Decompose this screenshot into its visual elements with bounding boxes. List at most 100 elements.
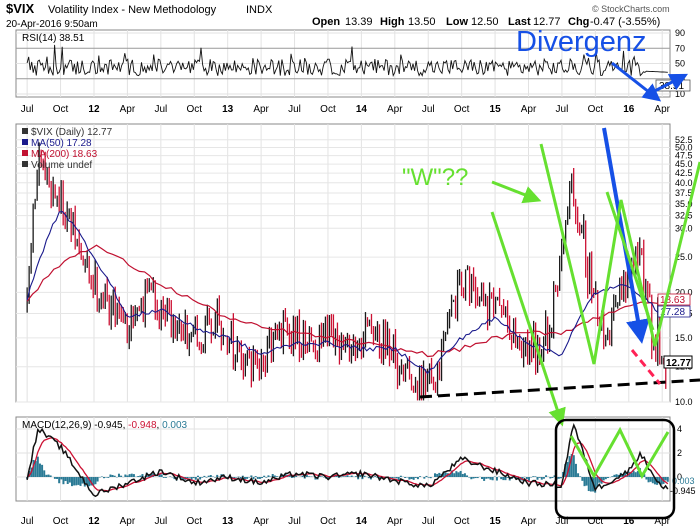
x-tick-label: Apr: [253, 516, 269, 527]
w-arrow-2: [605, 191, 655, 331]
header-last-label: Last: [508, 16, 531, 28]
x-tick-label: Apr: [521, 104, 537, 115]
x-tick-label: 12: [88, 104, 100, 115]
x-tick-label: Jul: [21, 516, 34, 527]
x-tick-label: Oct: [588, 516, 604, 527]
rsi-tick-label: 10: [675, 89, 685, 99]
macd-label-prefix: MACD(12,26,9): [22, 420, 91, 431]
x-tick-label: 16: [623, 516, 635, 527]
x-tick-label: 16: [623, 104, 635, 115]
x-tick-label: 15: [490, 104, 502, 115]
macd-panel-frame: [15, 416, 671, 502]
x-tick-label: Jul: [288, 104, 301, 115]
x-tick-label: Oct: [53, 104, 69, 115]
x-tick-label: 13: [222, 104, 234, 115]
header-chg-label: Chg: [568, 16, 589, 28]
x-tick-label: Jul: [422, 516, 435, 527]
x-tick-label: Jul: [288, 516, 301, 527]
price-tick-label: 20.0: [675, 287, 693, 297]
annotation-drawings: [419, 61, 700, 520]
red-trendline: [630, 349, 662, 385]
divergence-annotation: Divergenz: [516, 26, 647, 58]
macd-label-signal: -0.948: [128, 420, 157, 431]
ma200-badge: 18.63: [660, 295, 685, 306]
w-arrow: [491, 180, 542, 204]
header-watermark: © StockCharts.com: [592, 4, 670, 14]
header-high-label: High: [380, 16, 405, 28]
last-badge-box: [663, 355, 693, 369]
divergence-arrow-rsi: [611, 61, 662, 102]
legend-swatch: [22, 128, 28, 134]
price-tick-label: 10.0: [675, 397, 693, 407]
header-open: 13.39: [345, 16, 373, 28]
header-symbol: $VIX: [6, 1, 35, 16]
macd-w-shape: [569, 426, 670, 480]
macd-tick-label: 0: [677, 472, 682, 482]
ma200-badge-box: [657, 293, 691, 306]
header-exchange: INDX: [246, 4, 273, 16]
rsi-tick-label: 70: [675, 43, 685, 53]
x-tick-label: Oct: [186, 516, 202, 527]
ma50-badge-box: [657, 305, 691, 318]
legend-swatch: [22, 161, 28, 167]
rsi-line: [26, 44, 668, 78]
x-tick-label: Jul: [422, 104, 435, 115]
x-tick-label: Jul: [556, 516, 569, 527]
x-tick-label: Jul: [21, 104, 34, 115]
price-tick-label: 35.0: [675, 199, 693, 209]
price-tick-label: 40.0: [675, 178, 693, 188]
rsi-label: RSI(14) 38.51: [22, 33, 85, 44]
price-tick-label: 52.5: [675, 135, 693, 145]
rsi-trendline: [644, 73, 689, 98]
x-tick-label: 12: [88, 516, 100, 527]
x-tick-label: Jul: [154, 516, 167, 527]
macd-hist-badge: 0.003: [672, 476, 695, 486]
x-tick-label: 14: [356, 516, 368, 527]
macd-tick-label: 2: [677, 448, 682, 458]
rsi-tick-label: 90: [675, 28, 685, 38]
macd-highlight-box: [554, 418, 676, 520]
price-tick-label: 15.0: [675, 333, 693, 343]
price-tick-label: 32.5: [675, 211, 693, 221]
header-date: 20-Apr-2016 9:50am: [6, 19, 98, 30]
price-tick-label: 45.0: [675, 159, 693, 169]
x-tick-label: Oct: [588, 104, 604, 115]
ma200-line: [26, 244, 668, 358]
x-tick-label: 15: [490, 516, 502, 527]
x-tick-label: Apr: [120, 516, 136, 527]
price-tick-label: 42.5: [675, 168, 693, 178]
macd-label-hist: 0.003: [162, 420, 187, 431]
x-tick-label: Apr: [253, 104, 269, 115]
support-trendline: [419, 378, 700, 399]
divergence-arrow-price: [602, 127, 650, 344]
header-low-label: Low: [446, 16, 468, 28]
legend-entry: MA(200) 18.63: [31, 149, 98, 160]
x-tick-label: Oct: [320, 516, 336, 527]
w-arrow-to-macd: [490, 211, 566, 427]
macd-tick-label: 4: [677, 424, 682, 434]
legend-swatch: [22, 139, 28, 145]
w-annotation: "W"??: [402, 164, 468, 191]
header-chg: -0.47 (-3.55%): [590, 16, 660, 28]
header-name: Volatility Index - New Methodology: [48, 4, 217, 16]
x-tick-label: Apr: [387, 104, 403, 115]
rsi-tick-label: 50: [675, 59, 685, 69]
legend-entry: $VIX (Daily) 12.77: [31, 127, 113, 138]
macd-line: [26, 422, 669, 498]
x-tick-label: Jul: [556, 104, 569, 115]
x-tick-label: Oct: [454, 516, 470, 527]
header-open-label: Open: [312, 16, 340, 28]
x-tick-label: Apr: [654, 104, 670, 115]
legend-entry: MA(50) 17.28: [31, 138, 92, 149]
price-tick-label: 47.5: [675, 151, 693, 161]
last-badge: 12.77: [666, 358, 691, 369]
header-low: 12.50: [471, 16, 499, 28]
header-last: 12.77: [533, 16, 561, 28]
x-tick-label: Oct: [320, 104, 336, 115]
x-tick-label: Jul: [154, 104, 167, 115]
macd-label: MACD(12,26,9) -0.945, -0.948, 0.003: [22, 420, 188, 431]
x-tick-label: 14: [356, 104, 368, 115]
price-panel-frame: [15, 123, 671, 403]
x-tick-label: Apr: [120, 104, 136, 115]
x-tick-label: Apr: [521, 516, 537, 527]
